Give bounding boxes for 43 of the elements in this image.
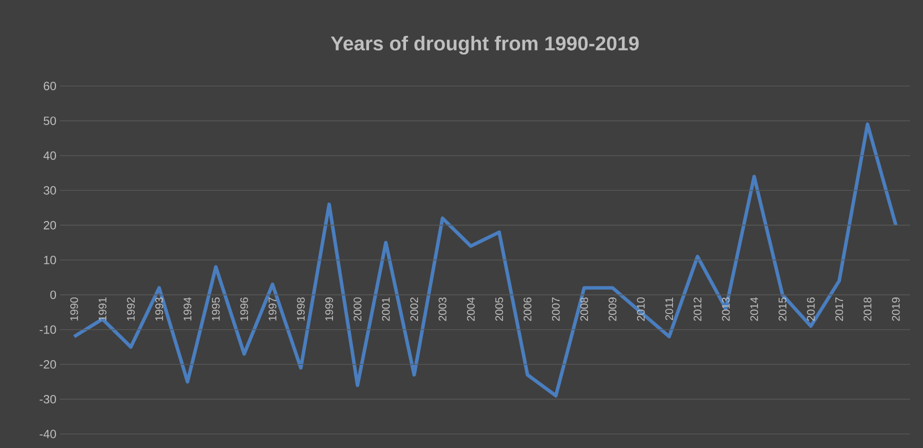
x-tick-label: 2011 [665,298,674,320]
x-tick-label: 1994 [184,297,192,321]
y-tick-label: -40 [40,430,56,438]
x-tick-label: 2012 [694,298,702,321]
x-tick-label: 2001 [382,298,390,321]
x-tick-label: 1998 [296,297,305,321]
x-tick-label: 2004 [466,297,475,321]
x-tick-label: 1991 [98,298,106,321]
x-tick-label: 2018 [864,297,872,321]
x-tick-label: 2007 [552,298,560,321]
y-tick-label: -30 [40,394,56,404]
x-tick-label: 1999 [325,298,334,321]
x-tick-label: 1990 [70,297,78,321]
x-tick-label: 1993 [155,297,164,321]
x-tick-label: 2003 [438,297,446,321]
y-tick-label: 20 [44,220,56,230]
x-tick-label: 1995 [212,297,220,321]
x-tick-label: 2006 [524,297,532,321]
y-tick-label: 40 [43,151,56,160]
y-tick-label: -10 [40,325,56,334]
x-tick-label: 2017 [835,298,844,321]
y-tick-label: 0 [50,290,56,300]
x-tick-label: 2016 [806,297,815,321]
x-tick-label: 2019 [892,298,900,321]
x-tick-label: 2005 [495,297,504,321]
x-tick-label: 2014 [750,297,758,321]
x-tick-label: 1992 [126,298,135,321]
x-tick-label: 2015 [778,297,786,321]
y-tick-label: 30 [44,186,56,195]
x-tick-label: 1996 [240,297,248,321]
line-series [72,122,898,398]
x-tick-label: 2000 [354,297,362,321]
y-tick-label: 60 [44,82,56,90]
x-tick-label: 2009 [608,298,616,321]
y-tick-label: 50 [44,116,56,126]
x-tick-label: 1997 [268,298,276,321]
y-tick-label: -20 [40,360,56,369]
x-tick-label: 2008 [580,297,588,321]
x-tick-label: 2010 [636,297,645,321]
x-tick-label: 2002 [410,298,418,321]
chart-title: Years of drought from 1990-2019 [330,36,639,54]
y-tick-label: 10 [44,256,56,264]
x-tick-label: 2013 [722,297,730,321]
